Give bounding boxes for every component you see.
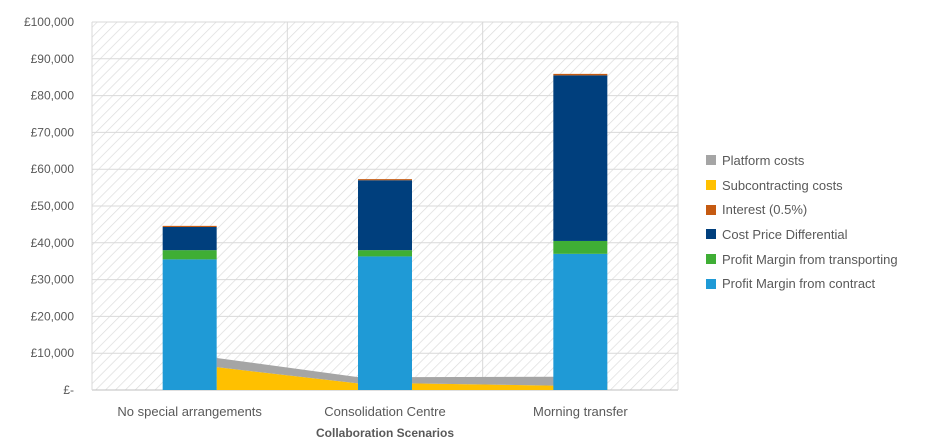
bar-profit-margin-from-transporting [553,240,608,254]
y-axis: £- £10,000 £20,000 £30,000 £40,000 £50,000 £60… [24,15,74,397]
legend-swatch [706,180,716,191]
legend-swatch [706,278,716,289]
legend-label: Cost Price Differential [722,226,848,242]
legend: Platform costs Subcontracting costs Intere… [706,148,931,296]
bar-cost-price-differential [553,75,608,241]
legend-item: Profit Margin from contract [706,271,931,296]
bar-profit-margin-from-contract [162,259,217,390]
y-tick-label: £- [63,383,74,397]
y-tick-label: £90,000 [31,52,75,66]
legend-label: Platform costs [722,152,805,168]
legend-item: Interest (0.5%) [706,197,931,222]
area-series [216,357,608,390]
bar-profit-margin-from-transporting [358,250,412,257]
bar-interest-0-5- [358,179,412,181]
x-tick-label: No special arrangements [117,404,262,419]
legend-label: Interest (0.5%) [722,202,808,218]
legend-swatch [706,229,716,240]
y-tick-label: £30,000 [31,273,75,287]
bar-cost-price-differential [162,226,217,251]
legend-item: Cost Price Differential [706,222,931,247]
y-tick-label: £80,000 [31,89,75,103]
bar-profit-margin-from-contract [553,253,608,390]
y-tick-label: £10,000 [31,346,75,360]
legend-label: Subcontracting costs [722,177,843,193]
bar-interest-0-5- [162,225,217,227]
legend-item: Subcontracting costs [706,173,931,198]
y-tick-label: £70,000 [31,125,75,139]
x-tick-label: Morning transfer [533,404,628,419]
area-subcontracting-costs [216,367,608,390]
legend-label: Profit Margin from contract [722,276,876,292]
x-axis-title: Collaboration Scenarios [316,426,454,440]
y-tick-label: £60,000 [31,162,75,176]
x-axis: No special arrangements Consolidation Cen… [117,404,628,419]
legend-item: Profit Margin from transporting [706,247,931,272]
bar-interest-0-5- [553,73,608,76]
y-tick-label: £100,000 [24,15,74,29]
legend-item: Platform costs [706,148,931,173]
bar-profit-margin-from-contract [358,256,412,390]
legend-swatch [706,254,716,265]
legend-swatch [706,155,716,166]
bar-cost-price-differential [358,180,412,251]
legend-label: Profit Margin from transporting [722,251,898,267]
legend-swatch [706,204,716,215]
y-tick-label: £50,000 [31,199,75,213]
y-tick-label: £20,000 [31,309,75,323]
area-platform-costs [216,357,608,386]
bar-series [162,73,608,390]
x-tick-label: Consolidation Centre [324,404,445,419]
y-tick-label: £40,000 [31,236,75,250]
bar-profit-margin-from-transporting [162,250,217,260]
